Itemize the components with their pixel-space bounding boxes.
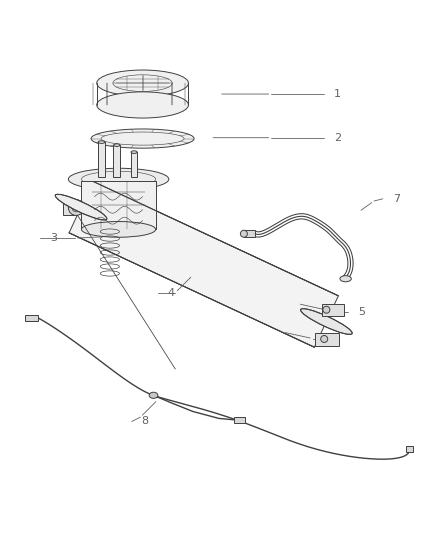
Ellipse shape — [91, 129, 194, 148]
Polygon shape — [69, 181, 339, 347]
Text: 1: 1 — [334, 89, 341, 99]
Ellipse shape — [68, 168, 169, 190]
Polygon shape — [63, 200, 76, 215]
Polygon shape — [25, 316, 38, 321]
Ellipse shape — [68, 200, 84, 215]
Ellipse shape — [300, 309, 352, 334]
Ellipse shape — [131, 151, 137, 154]
Ellipse shape — [323, 306, 330, 313]
Text: 3: 3 — [50, 233, 57, 243]
Polygon shape — [81, 181, 155, 229]
Polygon shape — [315, 333, 339, 345]
Ellipse shape — [97, 70, 188, 96]
Text: 8: 8 — [142, 416, 149, 426]
Ellipse shape — [72, 203, 81, 212]
Polygon shape — [113, 145, 120, 177]
Polygon shape — [234, 417, 245, 423]
Ellipse shape — [240, 230, 247, 237]
Polygon shape — [98, 142, 105, 177]
Polygon shape — [131, 152, 138, 177]
Ellipse shape — [114, 144, 120, 147]
Polygon shape — [322, 304, 344, 316]
Ellipse shape — [81, 222, 155, 237]
Text: 4: 4 — [168, 288, 175, 298]
Ellipse shape — [149, 392, 158, 398]
Text: 7: 7 — [393, 194, 400, 204]
Ellipse shape — [97, 92, 188, 118]
Ellipse shape — [340, 276, 351, 282]
Polygon shape — [244, 230, 255, 237]
Ellipse shape — [321, 335, 328, 343]
Text: 6: 6 — [332, 334, 339, 344]
Ellipse shape — [55, 194, 107, 220]
Text: 2: 2 — [334, 133, 341, 143]
Ellipse shape — [98, 141, 105, 143]
Text: 5: 5 — [358, 308, 365, 317]
Polygon shape — [406, 446, 413, 452]
